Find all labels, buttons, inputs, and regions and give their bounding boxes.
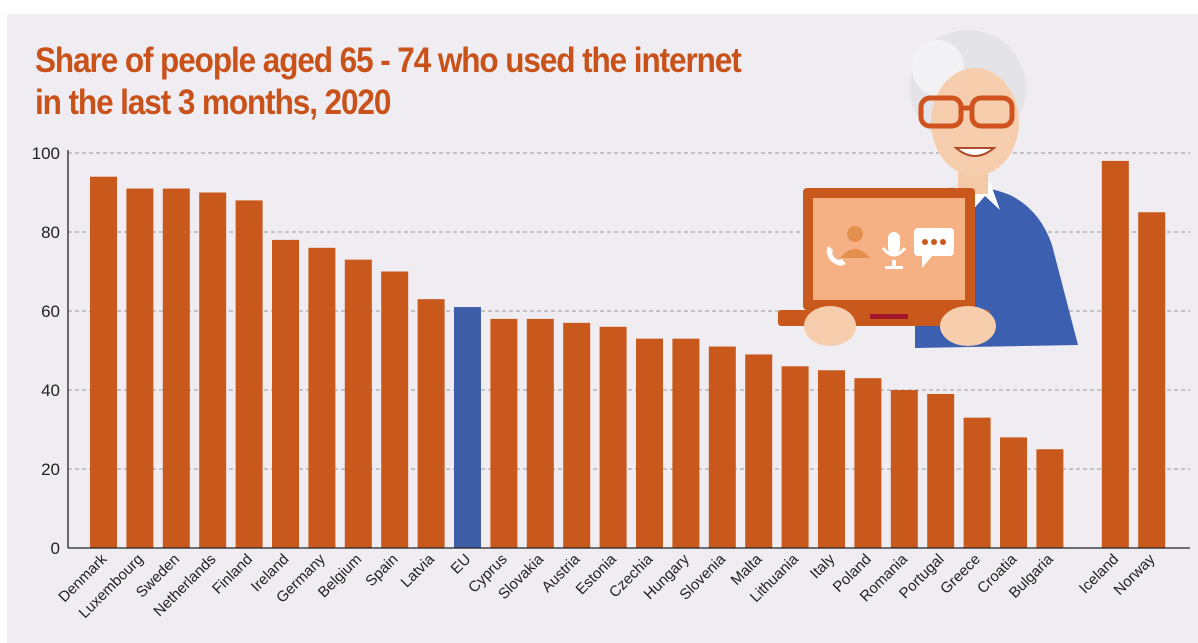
- bar-cyprus: [490, 318, 518, 548]
- bar-malta: [745, 354, 773, 548]
- bar-czechia: [636, 338, 663, 548]
- bar-greece: [963, 417, 991, 548]
- bar-eu: [454, 307, 481, 548]
- bar-croatia: [1000, 437, 1027, 548]
- bar-lithuania: [781, 366, 809, 548]
- y-tick-label: 20: [41, 460, 60, 479]
- bar-norway: [1138, 212, 1166, 548]
- bar-iceland: [1101, 160, 1129, 548]
- glasses-icon: [918, 95, 1015, 129]
- bar-sweden: [162, 188, 190, 549]
- x-tick-label: Spain: [362, 551, 401, 590]
- title-line-1: Share of people aged 65 - 74 who used th…: [35, 41, 742, 80]
- left-hand: [804, 306, 856, 346]
- bar-slovakia: [526, 318, 554, 548]
- elderly-woman-with-laptop-illustration: [778, 30, 1078, 348]
- bar-estonia: [599, 326, 627, 548]
- x-tick-label: Latvia: [398, 550, 439, 591]
- laptop-indicator: [870, 314, 908, 319]
- bar-finland: [235, 200, 263, 548]
- bar-portugal: [927, 393, 955, 548]
- bar-ireland: [272, 239, 299, 548]
- chart-title: Share of people aged 65 - 74 who used th…: [35, 40, 742, 124]
- bar-romania: [890, 390, 918, 548]
- bar-spain: [381, 271, 409, 548]
- x-tick-label: Norway: [1111, 550, 1159, 598]
- bar-denmark: [90, 176, 117, 548]
- x-tick-label: Finland: [209, 551, 256, 598]
- bar-poland: [854, 378, 882, 548]
- bar-hungary: [672, 338, 700, 548]
- bar-italy: [818, 370, 845, 548]
- bars: [90, 160, 1166, 549]
- x-tick-label: Italy: [807, 550, 839, 582]
- y-tick-label: 100: [32, 144, 60, 163]
- bar-bulgaria: [1036, 449, 1064, 548]
- bar-luxembourg: [126, 188, 154, 549]
- bar-austria: [563, 322, 591, 548]
- bar-belgium: [344, 259, 372, 548]
- y-tick-label: 80: [41, 223, 60, 242]
- microphone-icon: [881, 232, 907, 269]
- bar-germany: [308, 247, 336, 549]
- x-tick-label: Greece: [937, 551, 984, 598]
- bar-slovenia: [708, 346, 736, 548]
- bar-latvia: [417, 299, 445, 548]
- title-line-2: in the last 3 months, 2020: [35, 83, 391, 122]
- phone-contact-icon: [826, 226, 870, 266]
- y-tick-label: 40: [41, 381, 60, 400]
- y-tick-label: 60: [41, 302, 60, 321]
- bar-netherlands: [199, 192, 227, 548]
- smile-shape: [953, 147, 997, 157]
- right-hand: [940, 306, 996, 346]
- x-tick-label: EU: [448, 551, 475, 578]
- y-tick-label: 0: [51, 539, 60, 558]
- chat-bubble-icon: [914, 228, 954, 268]
